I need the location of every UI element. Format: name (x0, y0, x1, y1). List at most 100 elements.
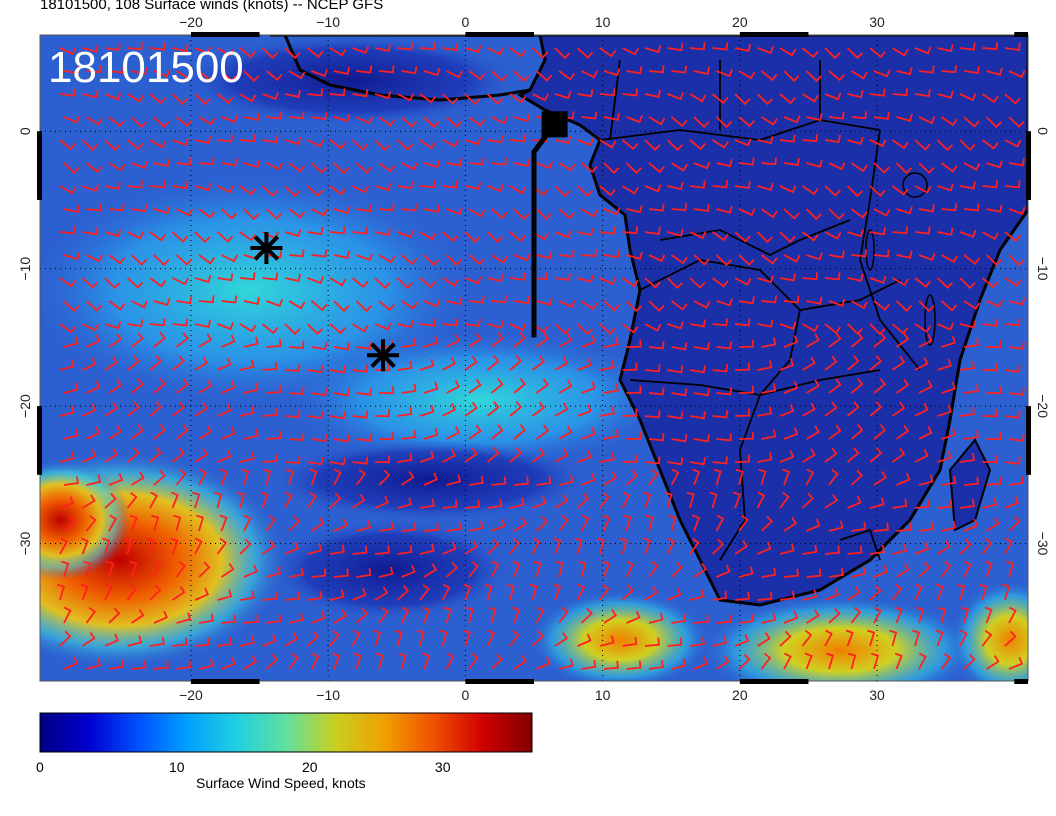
wind-barb (329, 457, 346, 466)
wind-barb (59, 47, 77, 56)
wind-barb (869, 544, 885, 555)
wind-barb (961, 606, 970, 624)
wind-barb (445, 652, 455, 670)
wind-barb (198, 425, 213, 440)
wind-barb (693, 203, 710, 213)
wind-barb (847, 545, 863, 555)
wind-barb (802, 93, 819, 103)
wind-barb (333, 66, 350, 75)
wind-barb (243, 70, 260, 83)
wind-barb (221, 115, 238, 124)
wind-barb (307, 365, 324, 374)
wind-barb (288, 612, 304, 624)
frame-ticks (37, 32, 1031, 684)
wind-barb (760, 652, 772, 670)
wind-barb (533, 560, 542, 578)
wind-barb (644, 637, 660, 647)
wind-barb (378, 469, 391, 486)
wind-barb (851, 521, 867, 532)
wind-barb (104, 402, 119, 417)
wind-barb (1004, 630, 1017, 647)
wind-barb (442, 499, 458, 509)
wind-barb (309, 468, 318, 486)
wind-barb (442, 318, 458, 327)
wind-barb (891, 139, 909, 150)
wind-barb (108, 607, 121, 624)
wind-barb (645, 514, 654, 532)
wind-barb (963, 338, 979, 348)
wind-barb (716, 655, 730, 670)
wind-barb (806, 425, 820, 440)
wind-barb (262, 540, 276, 555)
wind-barb (824, 401, 838, 417)
wind-barb (1008, 254, 1025, 267)
wind-barb (464, 45, 482, 54)
frame-bar (190, 679, 260, 684)
wind-barb (217, 403, 232, 417)
wind-barb (806, 296, 823, 305)
x-tick-top: 30 (869, 14, 885, 30)
wind-barb (783, 335, 799, 348)
wind-barb (59, 630, 72, 647)
wind-barb (468, 295, 485, 304)
wind-barb (195, 514, 205, 532)
wind-barb (738, 566, 754, 578)
wind-barb (442, 277, 459, 287)
wind-barb (356, 204, 373, 213)
wind-barb (374, 363, 390, 372)
wind-barb (937, 499, 953, 509)
wind-barb (86, 334, 101, 348)
wind-barb (851, 111, 867, 120)
wind-barb (937, 404, 952, 417)
wind-barb (400, 606, 410, 624)
wind-barb (693, 656, 709, 670)
wind-barb (779, 404, 795, 417)
wind-barb (352, 46, 369, 55)
wind-barb (468, 254, 485, 266)
wind-barb (171, 355, 185, 371)
wind-barb (1008, 387, 1025, 396)
wind-barb (333, 342, 350, 351)
x-tick-bottom: −20 (179, 687, 203, 703)
wind-barb (1008, 341, 1025, 350)
wind-barb (149, 636, 165, 647)
wind-barb (82, 323, 100, 332)
wind-barb (129, 514, 138, 532)
wind-barb (693, 161, 711, 170)
wind-barb (509, 629, 520, 647)
wind-barb (446, 379, 461, 394)
wind-barb (329, 544, 345, 555)
wind-barb (131, 471, 145, 486)
wind-barb (127, 231, 144, 240)
wind-barb (667, 365, 684, 374)
wind-barb (442, 139, 460, 148)
wind-barb (873, 69, 891, 78)
wind-barb (936, 139, 954, 152)
wind-barb (397, 360, 413, 371)
wind-barb (86, 254, 103, 263)
wind-barb (355, 162, 373, 174)
wind-barb (869, 355, 883, 371)
wind-barb (378, 521, 394, 532)
wind-barb (734, 231, 751, 243)
wind-barb (576, 492, 590, 509)
wind-barb (486, 231, 504, 244)
wind-barb (63, 300, 80, 313)
wind-barb (261, 47, 279, 60)
wind-barb (670, 468, 680, 486)
y-tick-right: −20 (1035, 394, 1051, 418)
wind-barb (288, 567, 304, 578)
wind-barb (356, 253, 373, 262)
wind-barb (284, 632, 299, 647)
wind-barb (693, 342, 710, 351)
wind-barb (712, 410, 728, 419)
wind-barb (329, 589, 345, 601)
wind-barb (126, 491, 138, 509)
wind-barb (738, 385, 754, 394)
wind-barb (985, 254, 1003, 266)
wind-barb (288, 340, 305, 349)
wind-barb (509, 47, 527, 58)
wind-barb (396, 584, 410, 601)
wind-barb (355, 300, 373, 313)
wind-barb (243, 614, 259, 624)
